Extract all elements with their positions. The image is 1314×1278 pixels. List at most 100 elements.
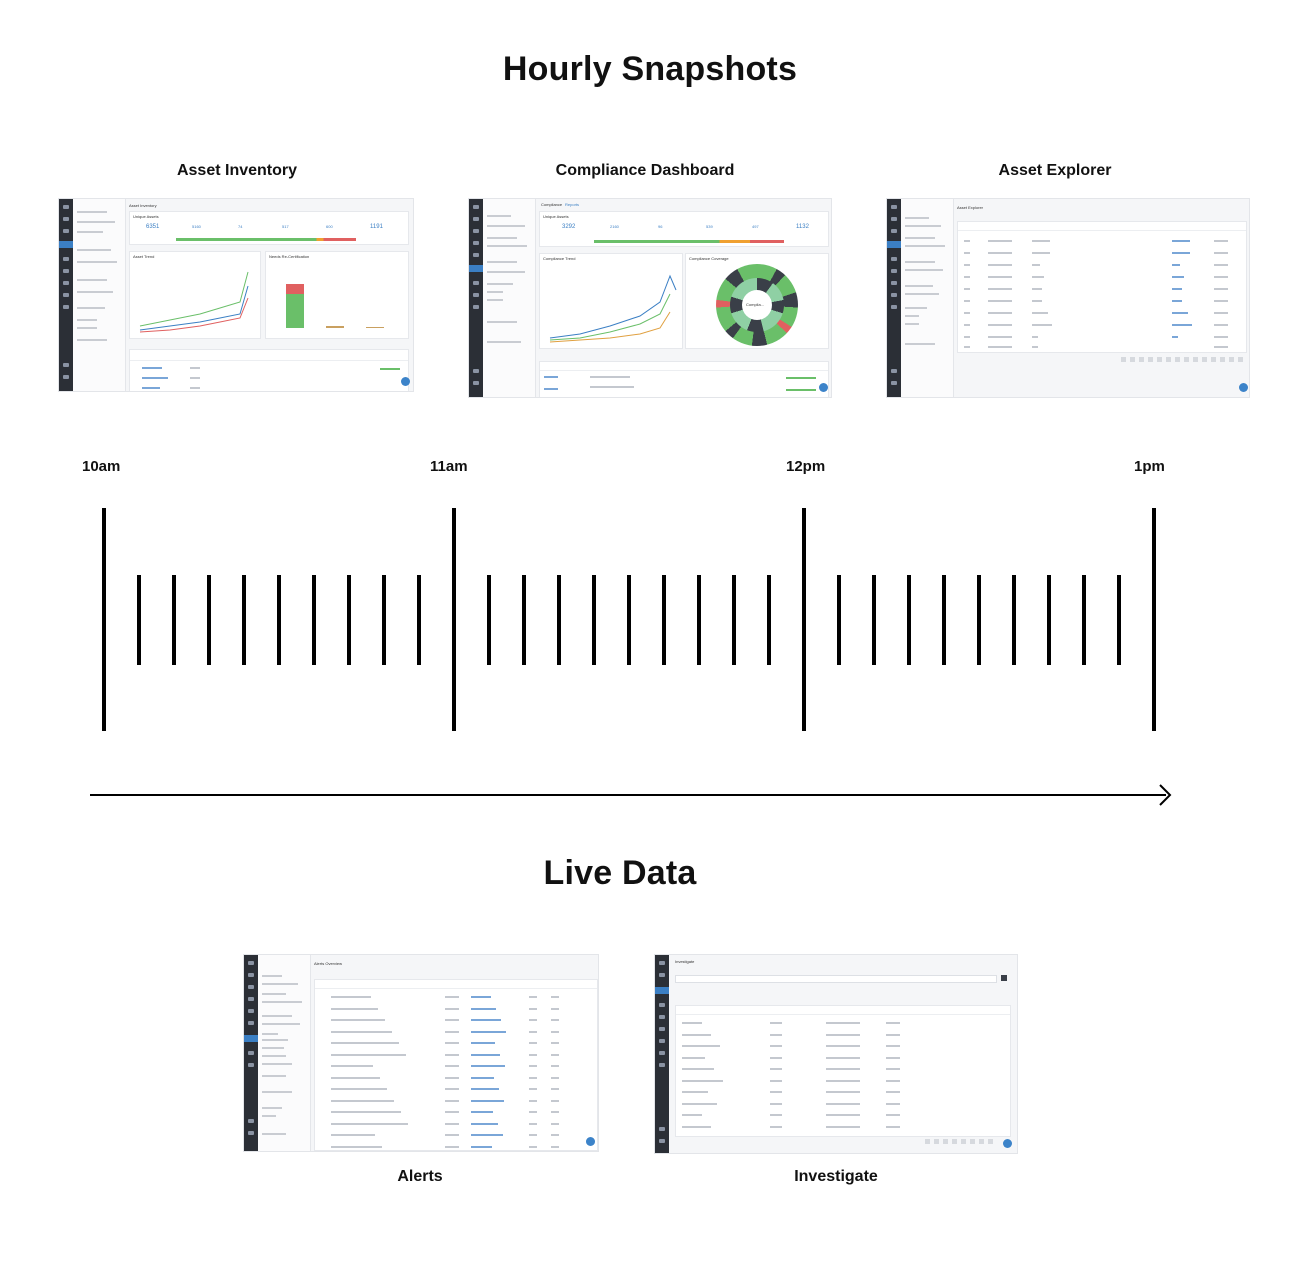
minor-tick <box>592 575 596 665</box>
minor-tick <box>732 575 736 665</box>
asset-inventory-screenshot: Asset Inventory Unique Assets 6351 5160 … <box>58 198 414 392</box>
page-title: Investigate <box>675 959 695 964</box>
major-tick <box>802 508 806 731</box>
minor-tick <box>907 575 911 665</box>
minor-tick <box>872 575 876 665</box>
stat-pass: 2160 <box>610 224 619 229</box>
filter-panel <box>901 199 954 397</box>
minor-tick <box>1047 575 1051 665</box>
compliance-coverage-card: Compliance Coverage Complia... <box>685 253 829 349</box>
page-title: Asset Inventory <box>129 203 157 208</box>
trend-lines <box>139 271 249 333</box>
asset-inventory-label: Asset Inventory <box>176 162 298 179</box>
explorer-table <box>957 221 1247 353</box>
hour-label-12pm: 12pm <box>786 458 826 475</box>
recert-bar <box>366 327 384 328</box>
pagination[interactable] <box>925 1139 995 1144</box>
minor-tick <box>277 575 281 665</box>
minor-tick <box>382 575 386 665</box>
alerts-table <box>314 979 598 1151</box>
asset-trend-title: Asset Trend <box>133 254 155 259</box>
minor-tick <box>1117 575 1121 665</box>
sidebar <box>655 955 669 1153</box>
stat-high: 497 <box>752 224 759 229</box>
unique-assets-card: Unique Assets 3292 2160 96 539 497 1132 <box>539 211 829 247</box>
filter-panel <box>258 955 311 1151</box>
coverage-donut <box>716 264 798 346</box>
asset-trend-card: Asset Trend <box>129 251 261 339</box>
alerts-label: Alerts <box>397 1168 443 1185</box>
help-icon[interactable] <box>586 1137 595 1146</box>
minor-tick <box>557 575 561 665</box>
help-icon[interactable] <box>1239 383 1248 392</box>
timeline-arrow-line <box>90 794 1166 796</box>
alerts-screenshot: Alerts Overview <box>243 954 599 1152</box>
page-title: Asset Explorer <box>957 205 984 210</box>
hourly-snapshots-heading: Hourly Snapshots <box>502 50 798 88</box>
stat-medium: 539 <box>706 224 713 229</box>
stat-low: 74 <box>238 224 243 229</box>
minor-tick <box>627 575 631 665</box>
hour-label-1pm: 1pm <box>1134 458 1165 475</box>
minor-tick <box>347 575 351 665</box>
filter-panel <box>73 199 126 391</box>
unique-assets-title: Unique Assets <box>133 214 159 219</box>
minor-tick <box>522 575 526 665</box>
stat-medium: 517 <box>282 224 289 229</box>
recertification-card: Needs Re-Certification <box>265 251 409 339</box>
minor-tick <box>312 575 316 665</box>
pagination[interactable] <box>1121 357 1245 362</box>
stat-high: 600 <box>326 224 333 229</box>
status-bar <box>176 238 356 241</box>
page-title: Alerts Overview <box>314 961 343 966</box>
investigate-screenshot: Investigate <box>654 954 1018 1154</box>
coverage-center-label: Complia... <box>746 302 765 307</box>
trend-lines <box>549 274 677 343</box>
minor-tick <box>242 575 246 665</box>
minor-tick <box>1082 575 1086 665</box>
recert-bar <box>286 294 304 328</box>
minor-tick <box>172 575 176 665</box>
minor-tick <box>697 575 701 665</box>
sidebar <box>59 199 73 391</box>
live-data-heading: Live Data <box>543 854 697 892</box>
hour-label-10am: 10am <box>82 458 121 475</box>
help-icon[interactable] <box>819 383 828 392</box>
tab-compliance[interactable]: Compliance <box>541 202 563 207</box>
stat-pass: 5160 <box>192 224 201 229</box>
minor-tick <box>977 575 981 665</box>
unique-assets-card: Unique Assets 6351 5160 74 517 600 1191 <box>129 211 409 245</box>
minor-tick <box>207 575 211 665</box>
asset-explorer-label: Asset Explorer <box>998 162 1112 179</box>
compliance-trend-title: Compliance Trend <box>543 256 576 261</box>
tab-reports[interactable]: Reports <box>565 202 580 207</box>
compliance-dashboard-screenshot: Compliance Reports Unique Assets 3292 21… <box>468 198 832 398</box>
query-input[interactable] <box>675 975 997 983</box>
asset-explorer-screenshot: Asset Explorer <box>886 198 1250 398</box>
run-query-button[interactable] <box>1001 975 1007 981</box>
minor-tick <box>662 575 666 665</box>
asset-table <box>129 349 409 391</box>
minor-tick <box>1012 575 1016 665</box>
recert-bar <box>326 326 344 328</box>
help-icon[interactable] <box>401 377 410 386</box>
minor-tick <box>137 575 141 665</box>
stat-total: 3292 <box>562 224 576 230</box>
stat-low: 96 <box>658 224 663 229</box>
hour-label-11am: 11am <box>430 458 468 475</box>
compliance-coverage-title: Compliance Coverage <box>689 256 729 261</box>
filter-panel <box>483 199 536 397</box>
stat-fail: 1132 <box>796 224 809 230</box>
sidebar <box>887 199 901 397</box>
policy-table <box>539 361 829 397</box>
help-icon[interactable] <box>1003 1139 1012 1148</box>
stat-total: 6351 <box>146 224 160 230</box>
recertification-title: Needs Re-Certification <box>269 254 310 259</box>
compliance-dashboard-label: Compliance Dashboard <box>555 162 735 179</box>
minor-tick <box>837 575 841 665</box>
status-bar <box>594 240 784 243</box>
unique-assets-title: Unique Assets <box>543 214 569 219</box>
stat-fail: 1191 <box>370 224 383 230</box>
recert-bar <box>286 284 304 294</box>
minor-tick <box>942 575 946 665</box>
